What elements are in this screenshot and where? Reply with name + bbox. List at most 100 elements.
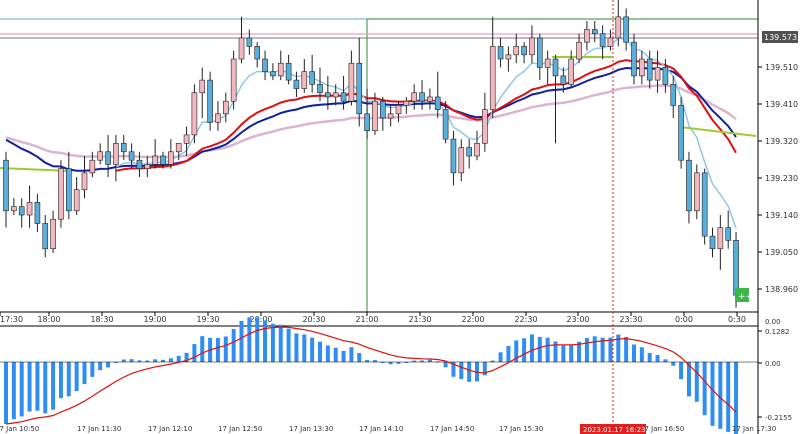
hist-bar (427, 359, 432, 362)
buy-signal-icon[interactable] (735, 288, 749, 302)
bear-candle (709, 235, 716, 250)
hist-bar (529, 334, 534, 362)
x-tick-label: 17:30 (0, 315, 23, 324)
bear-candle (701, 172, 708, 237)
hist-bar (451, 362, 456, 377)
sub-x-tick-label: 17 Jan 12:50 (218, 425, 262, 433)
x-tick-label: 23:00 (566, 315, 589, 324)
hist-bar (545, 337, 550, 362)
bull-candle (474, 143, 480, 157)
y-tick-label: 139.510 (765, 63, 798, 72)
buy-signal-icon-glyph: ++ (738, 292, 753, 302)
bear-candle (434, 96, 441, 110)
bear-candle (18, 206, 25, 216)
bear-candle (560, 75, 567, 85)
hist-bar (396, 362, 401, 364)
hist-bar (106, 362, 111, 368)
bull-candle (693, 172, 700, 212)
oscillator-signal (5, 326, 737, 425)
hist-bar (624, 336, 629, 362)
crosshair-time-label: 2023.01.17 16:23 (583, 426, 645, 434)
bull-candle (654, 67, 661, 81)
hist-bar (600, 337, 605, 362)
bull-candle (81, 172, 88, 191)
bear-candle (160, 155, 166, 165)
bear-candle (646, 58, 653, 81)
bear-candle (317, 84, 323, 94)
hist-bar (98, 362, 103, 371)
bear-candle (270, 71, 276, 77)
bull-candle (238, 37, 245, 60)
hist-bar (51, 362, 56, 410)
hist-bar (153, 359, 158, 362)
hist-bar (286, 328, 291, 362)
bull-candle (168, 151, 174, 165)
bear-candle (262, 58, 268, 72)
bear-candle (120, 143, 127, 153)
hist-bar (74, 362, 79, 392)
hist-bar (270, 323, 275, 362)
bull-candle (482, 109, 488, 144)
bear-candle (466, 147, 472, 157)
hist-bar (231, 329, 236, 362)
bear-candle (207, 79, 213, 123)
hist-bar (671, 362, 676, 366)
hist-bar (349, 347, 354, 362)
hist-bar (577, 341, 582, 362)
hist-bar (333, 347, 338, 362)
bear-candle (591, 29, 598, 35)
x-tick-label: 19:30 (196, 315, 219, 324)
hist-bar (569, 344, 574, 362)
bear-candle (662, 67, 669, 85)
bear-candle (3, 159, 9, 212)
bear-candle (497, 46, 504, 60)
bull-candle (113, 143, 119, 165)
y-tick-label: 138.960 (765, 285, 798, 294)
hist-bar (27, 362, 32, 412)
bull-candle (387, 113, 394, 119)
bull-candle (607, 37, 614, 47)
x-tick-label: 21:00 (355, 315, 378, 324)
bear-candle (536, 37, 543, 68)
main-y-axis: 139.510 139.410 139.320 139.230 139.140 139.0… (758, 63, 798, 294)
hist-bar (561, 345, 566, 362)
bear-candle (552, 58, 559, 77)
sub-x-tick-label: 17 Jan 12:10 (148, 425, 192, 433)
bull-candle (230, 58, 237, 102)
bear-candle (105, 151, 111, 165)
ema-long-line (5, 84, 737, 159)
sub-x-tick-label: 17 Jan 14:10 (359, 425, 403, 433)
main-x-axis: 17:30 18:00 18:30 19:00 19:30 20:00 20:30 21:00… (0, 312, 746, 324)
hist-bar (19, 362, 24, 417)
bull-candle (50, 218, 56, 250)
hist-bar (200, 336, 205, 362)
x-tick-label: 22:00 (461, 315, 484, 324)
bull-candle (717, 227, 724, 250)
bear-candle (285, 62, 292, 81)
sub-x-tick-label: 17 Jan 17:30 (732, 425, 776, 433)
bull-candle (277, 62, 284, 77)
bear-candle (379, 100, 386, 119)
x-tick-label: 0:30 (728, 315, 746, 324)
bear-candle (419, 92, 425, 102)
y-tick-label: 139.050 (765, 248, 798, 257)
sub-x-tick-label: 17 Jan 11:30 (77, 425, 121, 433)
horizontal-levels[interactable] (0, 18, 758, 312)
bear-candle (293, 79, 300, 89)
hist-bar (223, 336, 228, 362)
bear-candle (521, 46, 527, 56)
hist-bar (553, 341, 558, 362)
bull-candle (97, 151, 103, 161)
ema-slow-line (5, 66, 737, 172)
hist-bar (608, 337, 613, 362)
hist-bar (482, 362, 487, 376)
hist-bar (161, 359, 165, 362)
bull-candle (58, 168, 64, 220)
bear-candle (128, 151, 135, 161)
bull-candle (332, 92, 339, 98)
hist-bar (490, 360, 495, 362)
bull-candle (144, 164, 151, 169)
bull-candle (615, 16, 622, 39)
hist-bar (294, 333, 299, 362)
